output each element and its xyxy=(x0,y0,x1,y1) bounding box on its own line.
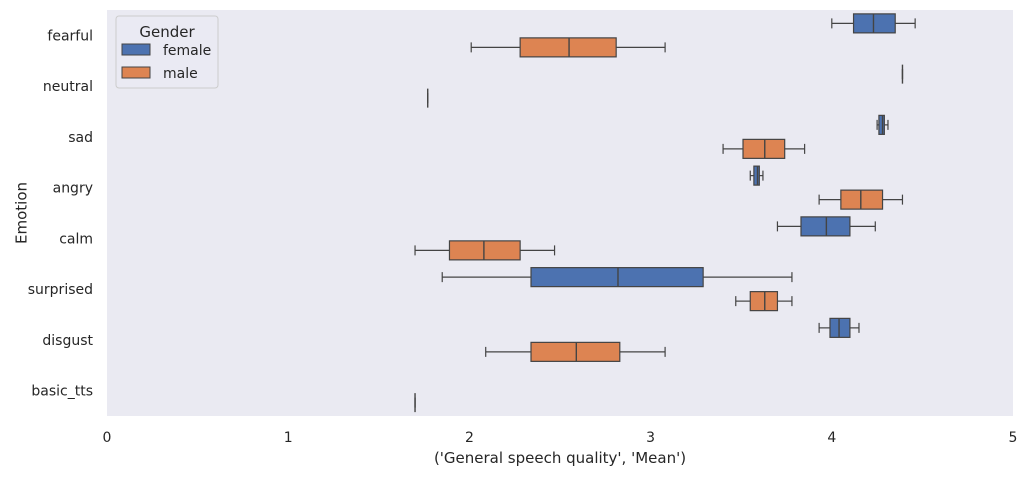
iqr-box-calm-female xyxy=(800,216,851,237)
box-surprised-male xyxy=(735,291,793,312)
y-tick-label-calm: calm xyxy=(59,231,93,247)
legend: Gender female male xyxy=(115,15,219,89)
iqr-box-disgust-female xyxy=(829,317,851,338)
iqr-box-fearful-female xyxy=(852,13,896,34)
x-tick-label-3: 3 xyxy=(646,430,655,446)
box-fearful-male xyxy=(470,37,666,58)
y-tick-label-sad: sad xyxy=(68,130,93,146)
boxes-layer xyxy=(414,13,916,413)
box-angry-male xyxy=(818,189,904,210)
iqr-box-angry-female xyxy=(753,165,760,186)
box-angry-female xyxy=(749,165,764,186)
box-calm-male xyxy=(414,240,556,261)
iqr-box-disgust-male xyxy=(530,341,621,362)
y-tick-label-surprised: surprised xyxy=(28,282,93,298)
y-tick-label-angry: angry xyxy=(53,181,93,197)
x-tick-label-2: 2 xyxy=(465,430,474,446)
legend-title: Gender xyxy=(139,23,195,41)
x-tick-label-0: 0 xyxy=(103,430,112,446)
iqr-box-surprised-male xyxy=(749,291,779,312)
box-sad-female xyxy=(876,114,889,135)
x-tick-label-4: 4 xyxy=(827,430,836,446)
box-disgust-male xyxy=(485,341,666,362)
iqr-box-sad-male xyxy=(742,138,786,159)
x-tick-label-5: 5 xyxy=(1009,430,1018,446)
box-sad-male xyxy=(722,138,806,159)
iqr-box-calm-male xyxy=(448,240,521,261)
iqr-box-surprised-female xyxy=(530,267,704,288)
box-calm-female xyxy=(776,216,876,237)
y-tick-label-neutral: neutral xyxy=(43,79,93,95)
legend-label-female: female xyxy=(163,43,211,59)
legend-label-male: male xyxy=(163,66,198,82)
y-tick-label-basic_tts: basic_tts xyxy=(31,384,93,400)
iqr-box-fearful-male xyxy=(519,37,617,58)
x-tick-labels: 0 1 2 3 4 5 xyxy=(103,430,1018,446)
box-fearful-female xyxy=(831,13,916,34)
box-disgust-female xyxy=(818,317,860,338)
y-tick-labels: fearful neutral sad angry calm surprised disgu… xyxy=(28,28,94,399)
y-axis-title: Emotion xyxy=(13,182,31,244)
legend-swatch-female xyxy=(121,43,151,56)
x-tick-label-1: 1 xyxy=(284,430,293,446)
box-surprised-female xyxy=(441,267,793,288)
y-tick-label-disgust: disgust xyxy=(42,333,93,349)
legend-swatch-male xyxy=(121,66,151,79)
iqr-box-angry-male xyxy=(840,189,884,210)
x-axis-title: ('General speech quality', 'Mean') xyxy=(434,449,686,467)
y-tick-label-fearful: fearful xyxy=(47,28,93,44)
iqr-box-sad-female xyxy=(878,114,885,135)
